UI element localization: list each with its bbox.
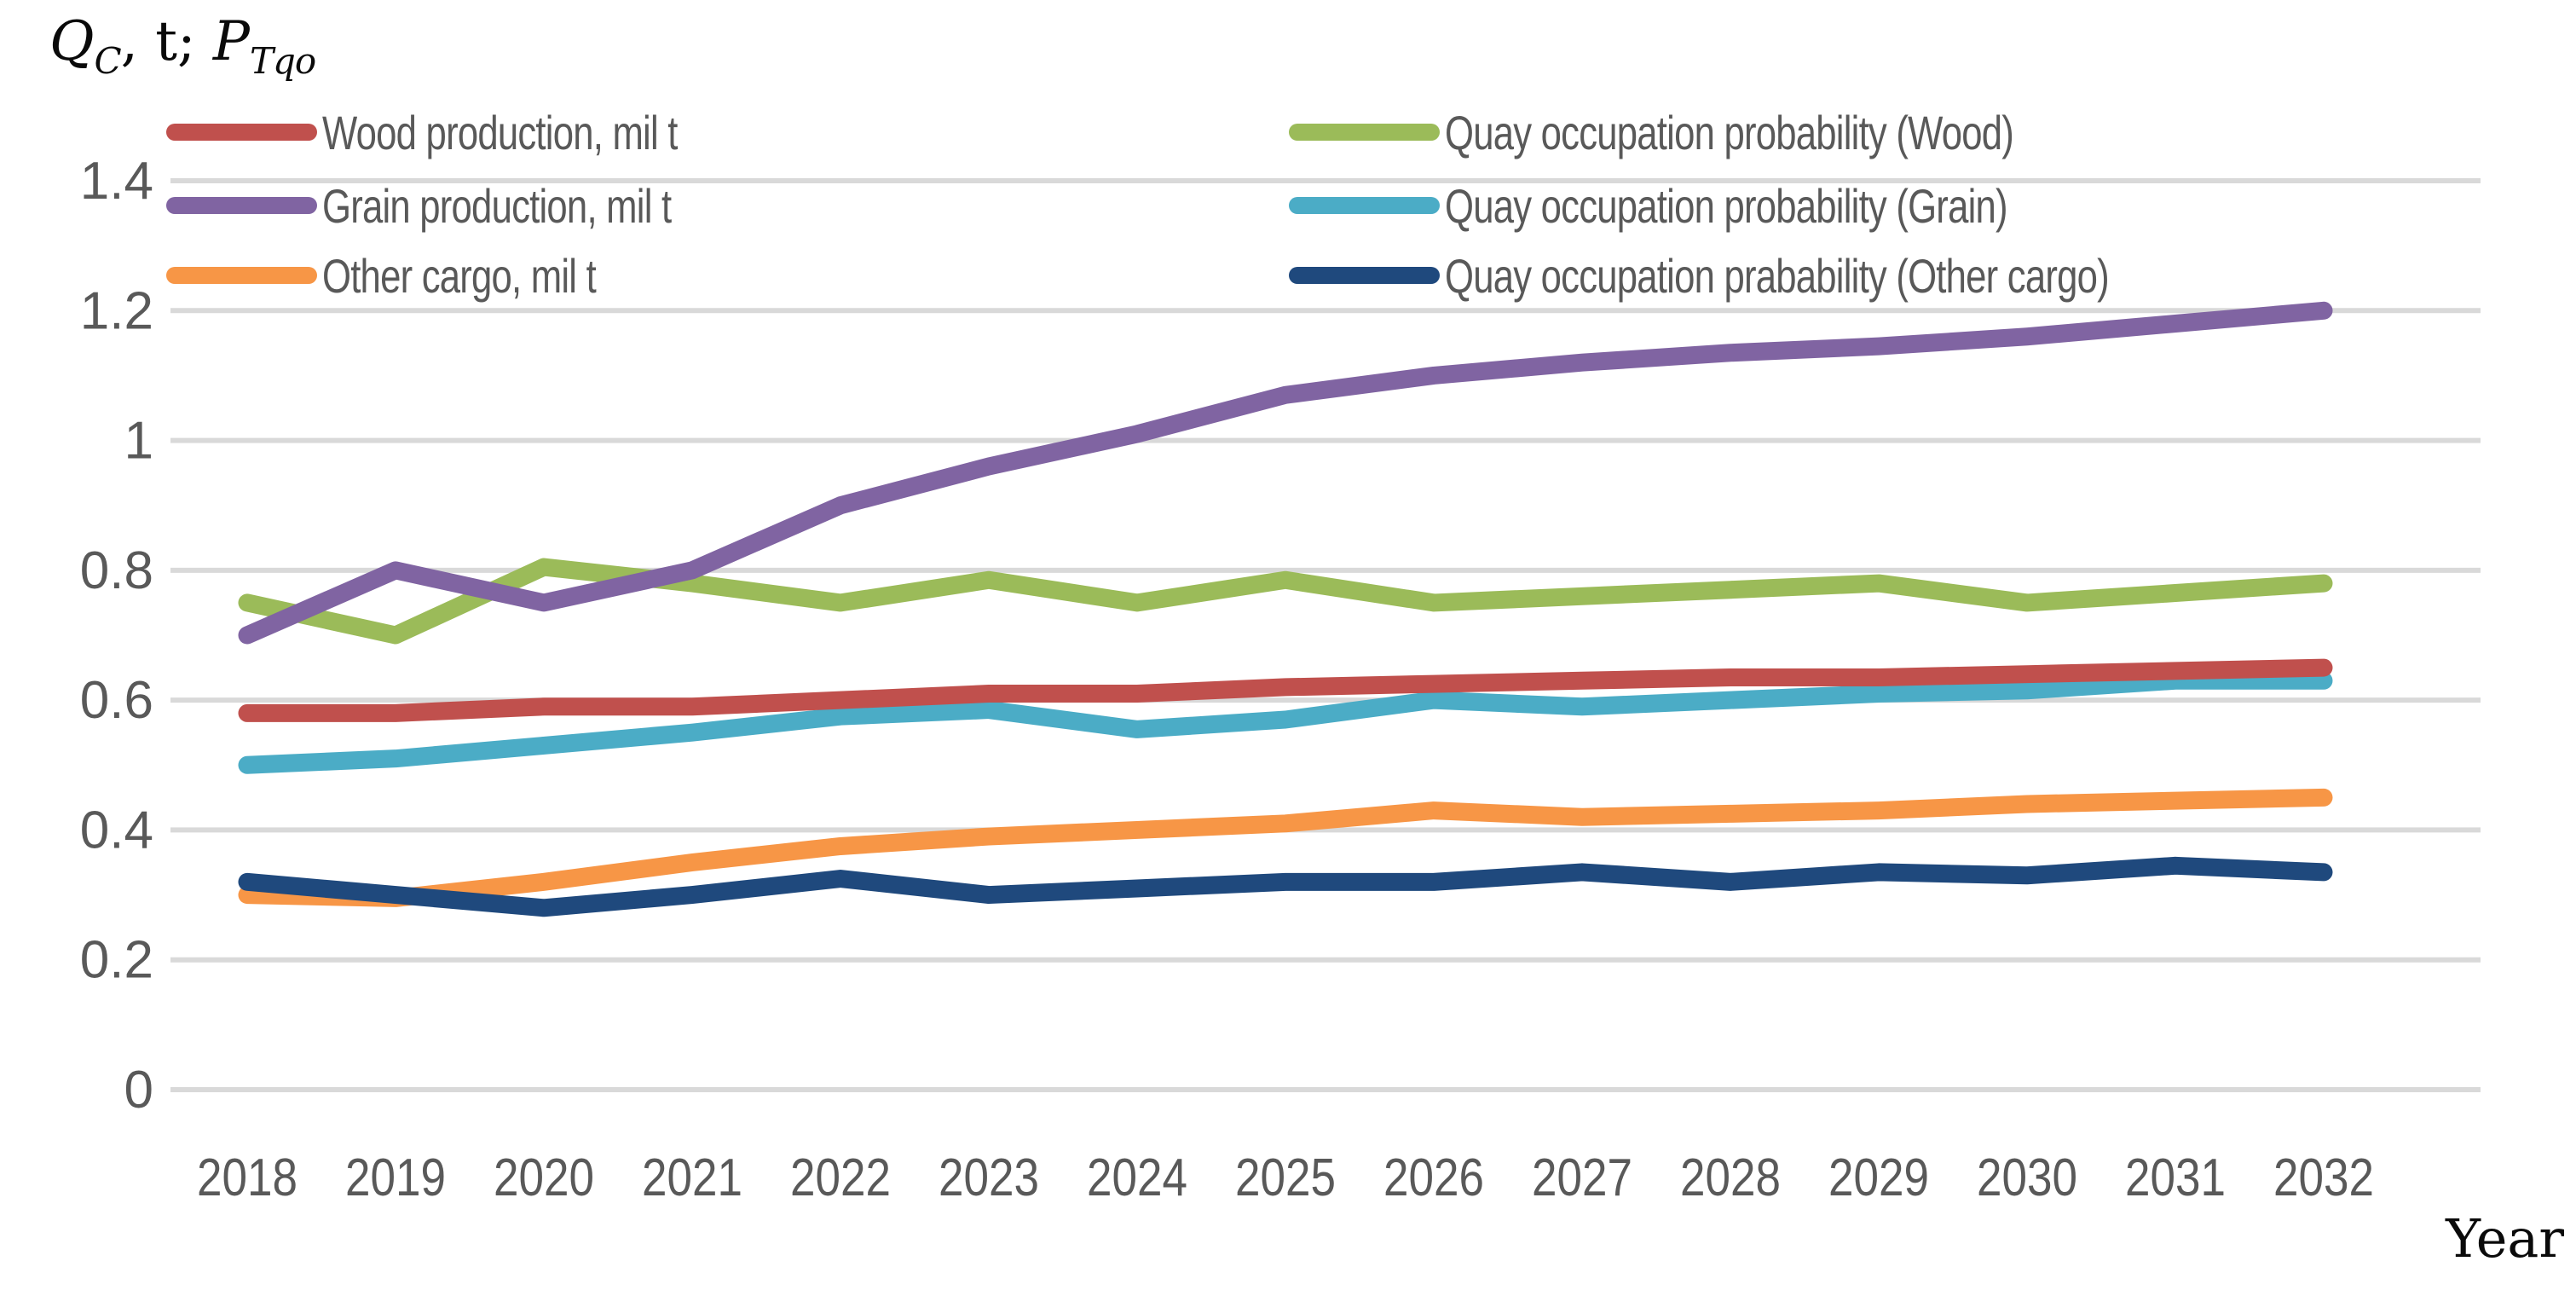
legend-swatch-quay-occupation-wood <box>1289 124 1440 141</box>
legend-swatch-other-cargo <box>166 267 317 284</box>
gridlines-layer <box>170 178 2481 1092</box>
y-tick-label-0.6: 0.6 <box>80 671 153 730</box>
x-axis-title: Year <box>2446 1207 2564 1270</box>
legend-item-other-cargo[interactable]: Other cargo, mil t <box>166 248 673 303</box>
x-tick-label-2021: 2021 <box>642 1148 742 1207</box>
series-line-4-quay-occupation-probability-grain- <box>238 671 2333 774</box>
x-tick-label-2027: 2027 <box>1532 1148 1632 1207</box>
series-line-0-wood-production-mil-t <box>238 658 2333 722</box>
x-tick-label-2026: 2026 <box>1383 1148 1484 1207</box>
y-tick-label-0.2: 0.2 <box>80 931 153 990</box>
series-line-5-quay-occupation-prabability-other-cargo- <box>238 856 2333 917</box>
y-tick-label-0.8: 0.8 <box>80 541 153 600</box>
y-tick-label-0.4: 0.4 <box>80 801 153 859</box>
series-line-2-other-cargo-mil-t <box>238 788 2333 907</box>
x-tick-label-2018: 2018 <box>197 1148 297 1207</box>
x-tick-label-2022: 2022 <box>790 1148 891 1207</box>
legend-label-other-cargo: Other cargo, mil t <box>322 248 597 303</box>
x-axis-tick-labels: 2018 2019 2020 2021 2022 2023 2024 2025 2026 2027… <box>197 1148 2374 1207</box>
legend-swatch-wood-production <box>166 124 317 141</box>
x-tick-label-2024: 2024 <box>1087 1148 1187 1207</box>
x-tick-label-2025: 2025 <box>1235 1148 1336 1207</box>
legend-swatch-quay-occupation-grain <box>1289 197 1440 214</box>
y-tick-label-1.4: 1.4 <box>80 152 153 211</box>
legend-item-quay-occupation-grain[interactable]: Quay occupation probability (Grain) <box>1289 178 2166 233</box>
legend-swatch-quay-occupation-other-cargo <box>1289 267 1440 284</box>
y-axis-title-p-subscript: Tqo <box>249 40 316 82</box>
y-axis-title-q: Q <box>49 10 95 73</box>
legend-label-quay-occupation-wood: Quay occupation probability (Wood) <box>1445 105 2014 159</box>
series-line-3-quay-occupation-probability-wood- <box>238 558 2333 645</box>
legend-label-grain-production: Grain production, mil t <box>322 178 672 233</box>
y-axis-title-p: P <box>212 10 250 73</box>
y-tick-label-1.2: 1.2 <box>80 281 153 340</box>
x-tick-label-2031: 2031 <box>2125 1148 2226 1207</box>
y-axis-title: QC, t; PTqo <box>49 10 316 82</box>
x-tick-label-2029: 2029 <box>1828 1148 1929 1207</box>
y-axis-title-q-subscript: C <box>94 40 121 82</box>
legend-item-grain-production[interactable]: Grain production, mil t <box>166 178 770 233</box>
x-tick-label-2020: 2020 <box>494 1148 594 1207</box>
x-tick-label-2030: 2030 <box>1977 1148 2077 1207</box>
x-tick-label-2032: 2032 <box>2273 1148 2374 1207</box>
series-line-1-grain-production-mil-t <box>238 301 2333 645</box>
legend-label-quay-occupation-other-cargo: Quay occupation prabability (Other cargo… <box>1445 248 2110 303</box>
y-axis-title-separator: , t; <box>120 10 213 73</box>
y-tick-label-0: 0 <box>124 1061 153 1120</box>
legend-label-wood-production: Wood production, mil t <box>322 105 678 159</box>
legend-item-quay-occupation-wood[interactable]: Quay occupation probability (Wood) <box>1289 105 2174 159</box>
series-lines-layer <box>238 301 2333 917</box>
y-axis-tick-labels: 0 0.2 0.4 0.6 0.8 1 1.2 1.4 <box>80 152 153 1120</box>
x-tick-label-2028: 2028 <box>1680 1148 1781 1207</box>
legend-swatch-grain-production <box>166 197 317 214</box>
x-tick-label-2023: 2023 <box>939 1148 1039 1207</box>
legend-item-quay-occupation-other-cargo[interactable]: Quay occupation prabability (Other cargo… <box>1289 248 2296 303</box>
legend-label-quay-occupation-grain: Quay occupation probability (Grain) <box>1445 178 2008 233</box>
y-tick-label-1: 1 <box>124 412 153 471</box>
x-tick-label-2019: 2019 <box>345 1148 446 1207</box>
legend-item-wood-production[interactable]: Wood production, mil t <box>166 105 777 159</box>
